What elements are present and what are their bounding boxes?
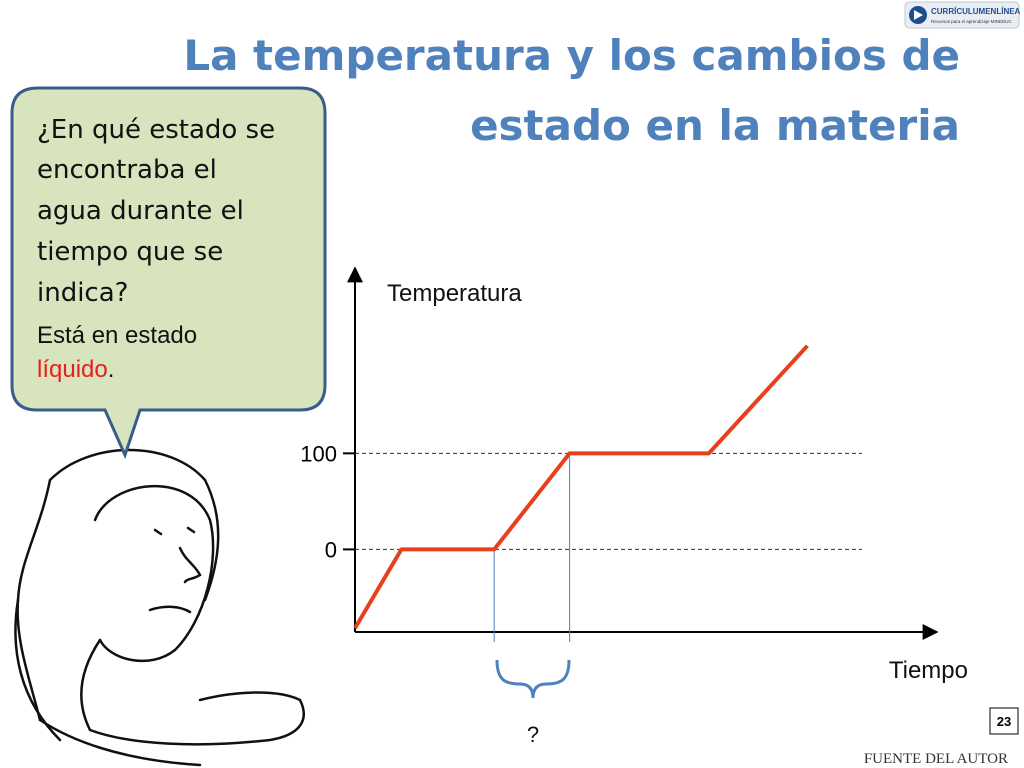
y-tick-label: 0 [325,537,337,562]
question-line: ¿En qué estado se [37,115,275,145]
question-line: indica? [37,278,128,308]
character-drawing [14,448,305,767]
logo-box [904,1,1020,29]
question-line: agua durante el [37,196,244,226]
logo-arrow [914,10,923,20]
answer-line: líquido. [37,356,114,383]
y-tick-label: 100 [300,441,337,466]
answer-line: Está en estado [37,322,197,349]
speech-bubble [10,86,327,460]
question-line: encontraba el [37,155,217,185]
data-line [353,344,809,630]
question-line: tiempo que se [37,237,223,267]
source: FUENTE DEL AUTOR [864,751,1008,767]
title-line: La temperatura y los cambios de [183,31,960,80]
guide-label: ? [527,722,539,747]
logo[interactable]: CURRÍCULUMENLÍNEA Recursos para el apren… [904,1,1021,29]
brace [495,659,571,699]
x-axis-label: Tiempo [889,657,968,684]
answer-word: líquido [37,356,108,383]
page-number-box [989,707,1019,735]
logo-tagline: Recursos para el aprendizaje MINEDUC [931,19,1013,24]
answer-end: . [108,356,115,383]
page-number: 23 [997,714,1011,729]
logo-name: CURRÍCULUMENLÍNEA [931,7,1021,16]
y-axis-label: Temperatura [387,280,522,307]
title-line: estado en la materia [470,101,960,150]
